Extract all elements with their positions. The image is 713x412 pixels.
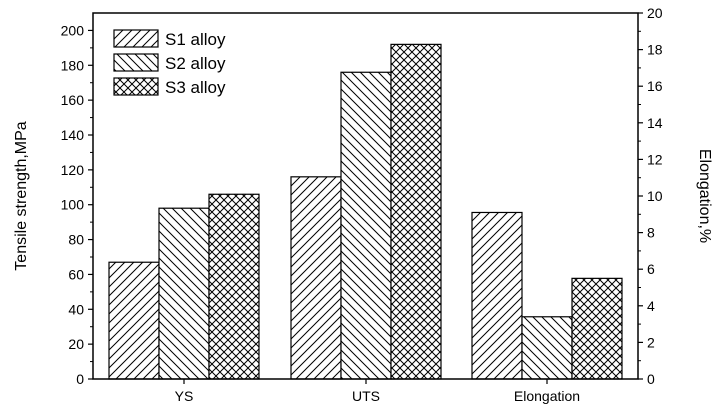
left-tick-label: 160 <box>61 92 85 108</box>
left-tick-label: 180 <box>61 57 85 73</box>
bar <box>571 277 623 380</box>
bars-group <box>108 43 623 380</box>
right-tick-label: 10 <box>647 188 663 204</box>
bar <box>290 176 342 380</box>
left-tick-label: 140 <box>61 127 85 143</box>
right-tick-label: 0 <box>647 371 655 387</box>
right-tick-label: 12 <box>647 151 663 167</box>
legend-swatch <box>113 77 159 96</box>
right-y-axis: 0 2 4 6 8 10 12 14 16 18 20 <box>638 5 663 387</box>
left-y-axis: 0 20 40 60 80 100 120 140 160 180 200 <box>61 22 93 387</box>
bar <box>340 71 392 380</box>
x-axis: YS UTS Elongation <box>175 379 580 404</box>
right-tick-label: 8 <box>647 225 655 241</box>
right-tick-label: 16 <box>647 78 663 94</box>
x-tick-label: UTS <box>352 388 380 404</box>
bar <box>390 43 442 380</box>
legend-label: S3 alloy <box>165 78 226 97</box>
bar <box>158 207 210 380</box>
right-tick-label: 20 <box>647 5 663 21</box>
bar <box>471 211 523 380</box>
legend-swatch <box>113 29 159 48</box>
bar <box>521 316 573 380</box>
left-tick-label: 40 <box>68 301 84 317</box>
left-tick-label: 20 <box>68 336 84 352</box>
right-tick-label: 6 <box>647 261 655 277</box>
left-tick-label: 0 <box>76 371 84 387</box>
left-tick-label: 200 <box>61 22 85 38</box>
left-tick-label: 60 <box>68 266 84 282</box>
left-tick-label: 120 <box>61 162 85 178</box>
right-tick-label: 14 <box>647 115 663 131</box>
legend: S1 alloy S2 alloy S3 alloy <box>113 29 226 97</box>
right-axis-title: Elongation,% <box>696 149 713 243</box>
legend-swatch <box>113 53 159 72</box>
bar <box>208 193 260 380</box>
left-axis-title: Tensile strength,MPa <box>13 121 30 271</box>
left-tick-label: 100 <box>61 197 85 213</box>
legend-label: S1 alloy <box>165 30 226 49</box>
right-tick-label: 2 <box>647 334 655 350</box>
right-tick-label: 18 <box>647 42 663 58</box>
x-tick-label: Elongation <box>514 388 580 404</box>
bar <box>108 261 160 380</box>
x-tick-label: YS <box>175 388 194 404</box>
left-tick-label: 80 <box>68 232 84 248</box>
right-tick-label: 4 <box>647 298 655 314</box>
legend-label: S2 alloy <box>165 54 226 73</box>
